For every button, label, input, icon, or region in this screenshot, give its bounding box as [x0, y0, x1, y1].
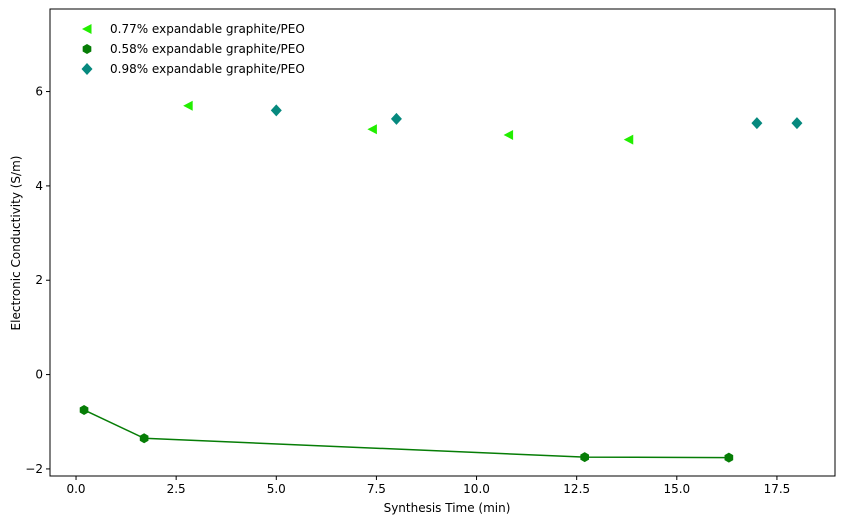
series-1-point [503, 129, 514, 140]
series-1-point [183, 100, 193, 111]
x-tick-label: 5.0 [267, 482, 286, 496]
x-tick-label: 15.0 [663, 482, 690, 496]
legend-label-1: 0.77% expandable graphite/PEO [110, 22, 305, 36]
x-tick-label: 7.5 [367, 482, 386, 496]
legend-marker-1 [82, 24, 92, 34]
series-3-point [751, 117, 763, 130]
legend-marker-2 [82, 44, 92, 54]
legend-label-3: 0.98% expandable graphite/PEO [110, 62, 305, 76]
series-2-line [83, 409, 729, 459]
x-tick-label: 2.5 [167, 482, 186, 496]
series-3-point [791, 117, 803, 130]
series-1-point [367, 124, 377, 135]
y-tick-label: 0 [35, 368, 43, 382]
series-2-point [139, 433, 149, 444]
x-tick-label: 10.0 [463, 482, 490, 496]
x-axis-label: Synthesis Time (min) [384, 501, 511, 515]
x-axis-ticks: 0.0 2.5 5.0 7.5 10.0 12.5 15.0 17.5 [66, 476, 790, 496]
y-tick-label: −2 [25, 462, 43, 476]
series-3-point [390, 112, 402, 125]
legend-marker-3 [81, 63, 93, 75]
y-axis-ticks: −2 0 2 4 6 [25, 85, 50, 476]
series-2-point [79, 404, 89, 415]
series-1-point [623, 134, 634, 145]
legend-label-2: 0.58% expandable graphite/PEO [110, 42, 305, 56]
y-tick-label: 4 [35, 179, 43, 193]
legend: 0.77% expandable graphite/PEO 0.58% expan… [81, 22, 305, 76]
series-3-point [270, 104, 282, 117]
data-points [79, 100, 803, 463]
x-tick-label: 17.5 [764, 482, 791, 496]
series-lines [83, 409, 729, 459]
series-2-point [580, 452, 590, 463]
x-tick-label: 0.0 [66, 482, 85, 496]
y-axis-label: Electronic Conductivity (S/m) [9, 156, 23, 331]
plot-area-frame [49, 8, 836, 477]
y-tick-label: 6 [35, 85, 43, 99]
x-tick-label: 12.5 [563, 482, 590, 496]
series-2-point [724, 452, 734, 463]
y-tick-label: 2 [35, 273, 43, 287]
